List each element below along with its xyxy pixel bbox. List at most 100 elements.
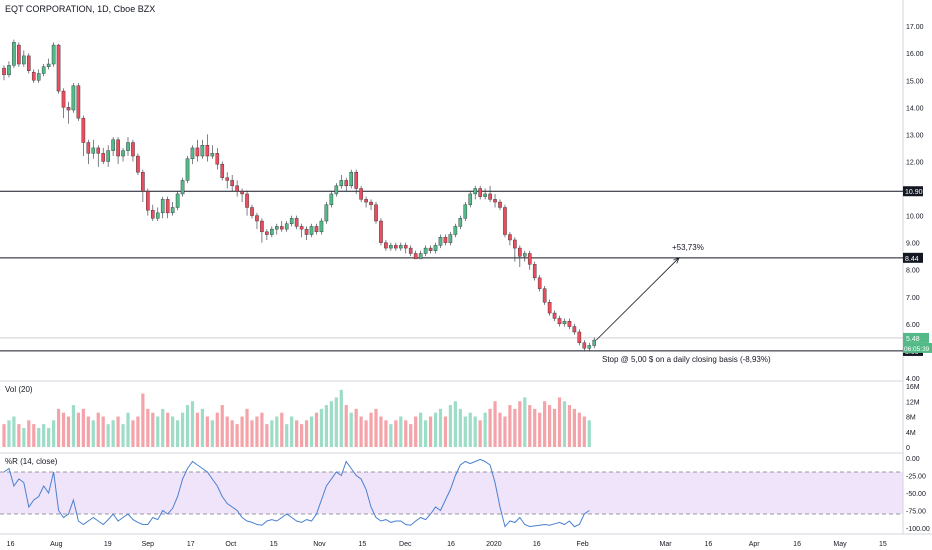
candle-body <box>314 226 319 233</box>
candle-body <box>508 234 512 241</box>
time-tick-label: May <box>833 541 847 548</box>
time-tick-label: Feb <box>577 541 589 548</box>
volume-bar <box>419 412 423 447</box>
price-tick-label: 6.00 <box>906 322 920 329</box>
candle-body <box>463 204 468 219</box>
volume-bar <box>96 412 100 447</box>
price-tick-label: 12.00 <box>906 159 924 166</box>
candle-body <box>458 218 463 227</box>
candle-body <box>255 215 259 222</box>
current-price-label: 5.48 <box>906 336 920 343</box>
candle-body <box>453 226 458 235</box>
candle-body <box>532 264 537 279</box>
candle-body <box>121 150 125 157</box>
candle-body <box>399 245 403 249</box>
volume-bar <box>255 416 259 447</box>
price-tick-label: 9.00 <box>906 241 920 248</box>
candle-body <box>339 180 344 187</box>
volume-bar <box>12 416 16 447</box>
candle-body <box>319 220 324 233</box>
candle-body <box>220 163 225 178</box>
wr-tick-label: -50.00 <box>906 491 926 498</box>
candle-body <box>443 237 448 243</box>
level-price-label: 10.90 <box>905 189 923 196</box>
wr-tick-label: 0.00 <box>906 456 920 463</box>
time-tick-label: 16 <box>7 541 15 548</box>
volume-bar <box>582 416 586 447</box>
candle-body <box>389 245 393 249</box>
candle-body <box>413 253 418 260</box>
candle-body <box>423 247 428 254</box>
candle-body <box>7 65 11 76</box>
candle-body <box>468 193 473 205</box>
time-tick-label: 16 <box>705 541 713 548</box>
candle-body <box>245 193 249 208</box>
candle-body <box>56 44 61 92</box>
candle-body <box>31 71 36 81</box>
candle-body <box>81 117 86 143</box>
candle-body <box>483 193 487 197</box>
volume-tick-label: 0 <box>906 445 910 452</box>
volume-bar <box>126 412 130 447</box>
volume-bar <box>324 405 328 447</box>
candle-body <box>552 312 557 319</box>
volume-bar <box>493 401 497 447</box>
volume-bar <box>32 424 36 447</box>
candle-body <box>160 199 165 214</box>
candle-body <box>304 228 309 235</box>
price-tick-label: 14.00 <box>906 105 924 112</box>
candle-body <box>185 158 190 181</box>
volume-bar <box>548 405 552 447</box>
price-tick-label: 8.00 <box>906 268 920 275</box>
candle-body <box>91 147 96 154</box>
wr-tick-label: -25.00 <box>906 474 926 481</box>
candle-body <box>27 55 31 71</box>
volume-bar <box>285 424 289 447</box>
volume-bar <box>414 416 418 447</box>
wr-line <box>3 458 590 528</box>
volume-bar <box>61 412 66 447</box>
volume-bar <box>473 416 477 447</box>
candle-body <box>433 245 438 251</box>
candle-body <box>408 247 413 254</box>
candle-body <box>359 188 363 200</box>
wr-band <box>0 472 903 514</box>
candle-body <box>175 193 180 208</box>
candle-body <box>493 199 497 203</box>
candle-body <box>428 247 433 251</box>
volume-bar <box>280 412 284 447</box>
candle-body <box>116 139 120 157</box>
price-tick-label: 10.00 <box>906 214 924 221</box>
volume-bar <box>27 420 31 447</box>
volume-bar <box>270 420 274 447</box>
volume-bar <box>2 424 6 447</box>
time-tick-label: 15 <box>879 541 887 548</box>
volume-bar <box>543 401 547 447</box>
candle-body <box>547 302 552 314</box>
volume-bar <box>210 420 214 447</box>
wr-title: %R (14, close) <box>5 457 58 466</box>
countdown-tag <box>903 342 932 353</box>
candle-body <box>180 180 185 195</box>
volume-bar <box>577 412 581 447</box>
volume-bar <box>443 416 448 447</box>
target-arrow-line[interactable] <box>595 257 680 341</box>
time-tick-label: 17 <box>187 541 195 548</box>
candle-body <box>126 142 130 151</box>
volume-bar <box>121 424 125 447</box>
volume-bar <box>81 408 85 447</box>
candle-body <box>289 218 294 224</box>
candle-body <box>36 73 41 81</box>
candle-body <box>279 226 284 230</box>
volume-bar <box>260 412 264 447</box>
volume-bar <box>136 416 140 447</box>
candle-body <box>136 155 140 173</box>
candle-body <box>448 234 453 243</box>
volume-bar <box>374 408 378 447</box>
volume-bar <box>562 401 567 447</box>
time-tick-label: 16 <box>533 541 541 548</box>
volume-bar <box>17 424 21 447</box>
volume-bar <box>557 397 562 447</box>
